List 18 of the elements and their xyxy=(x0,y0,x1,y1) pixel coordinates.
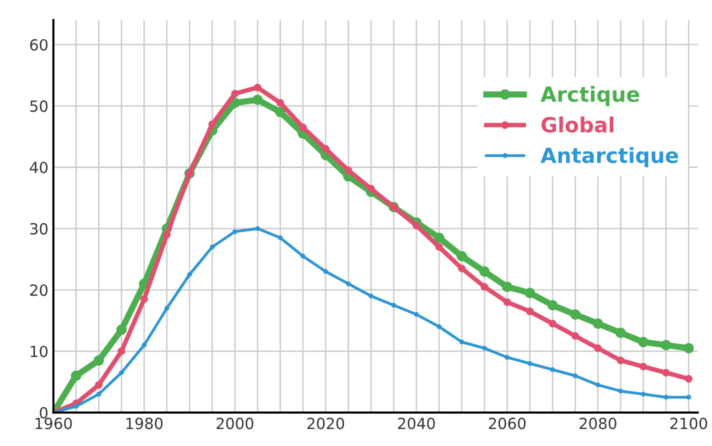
legend-label: Arctique xyxy=(540,86,640,106)
y-tick-label: 10 xyxy=(30,346,48,358)
y-tick-label: 0 xyxy=(40,407,48,419)
x-tick-label: 2080 xyxy=(580,418,616,430)
y-tick-label: 30 xyxy=(30,223,48,235)
y-tick-label: 20 xyxy=(30,284,48,296)
x-tick-label: 1980 xyxy=(126,418,163,430)
y-tick-label: 50 xyxy=(30,100,48,112)
x-tick-label: 2020 xyxy=(307,418,344,430)
x-tick-label: 1960 xyxy=(36,418,72,430)
x-tick-label: 2060 xyxy=(488,418,526,430)
x-tick-label: 2040 xyxy=(398,418,435,430)
legend-label: Global xyxy=(541,116,614,133)
x-tick-label: 2000 xyxy=(216,418,254,430)
y-tick-label: 40 xyxy=(30,162,48,174)
y-tick-label: 60 xyxy=(30,39,48,51)
x-tick-label: 2100 xyxy=(670,418,708,430)
legend-label: Antarctique xyxy=(540,147,678,168)
